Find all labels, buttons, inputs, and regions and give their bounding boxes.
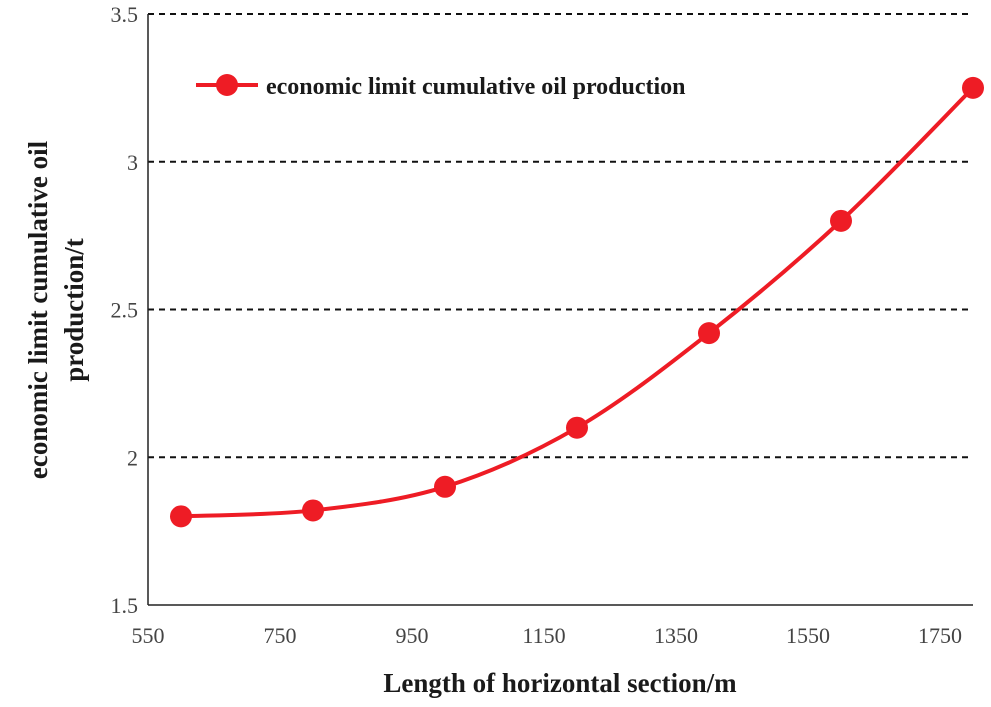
- data-point: [566, 416, 588, 439]
- y-tick-label: 3.5: [111, 2, 139, 27]
- y-axis-title-line-1: economic limit cumulative oil: [23, 140, 53, 479]
- data-point: [830, 209, 852, 232]
- y-axis-title-line-2: production/t: [59, 238, 89, 382]
- series-markers: [170, 76, 984, 528]
- x-tick-label: 1150: [522, 623, 565, 648]
- y-tick-labels: 1.5 2 2.5 3 3.5: [111, 2, 139, 618]
- x-tick-label: 950: [396, 623, 429, 648]
- x-axis-title: Length of horizontal section/m: [383, 668, 737, 698]
- data-point: [698, 322, 720, 345]
- legend-label: economic limit cumulative oil production: [266, 74, 686, 100]
- data-point: [434, 475, 456, 498]
- x-tick-label: 1750: [918, 623, 962, 648]
- data-point: [170, 505, 192, 528]
- series-line: [179, 85, 975, 519]
- legend-marker: [216, 74, 238, 96]
- y-tick-label: 2: [127, 445, 138, 470]
- y-axis-title: economic limit cumulative oil production…: [23, 140, 89, 479]
- data-point: [302, 499, 324, 522]
- x-tick-label: 1550: [786, 623, 830, 648]
- x-tick-label: 550: [132, 623, 165, 648]
- y-tick-label: 1.5: [111, 593, 139, 618]
- y-tick-label: 3: [127, 150, 138, 175]
- x-tick-label: 1350: [654, 623, 698, 648]
- legend: economic limit cumulative oil production: [196, 74, 686, 100]
- y-tick-label: 2.5: [111, 298, 139, 323]
- data-point: [962, 76, 984, 99]
- gridlines: [148, 13, 973, 459]
- x-tick-label: 750: [264, 623, 297, 648]
- x-tick-labels: 550 750 950 1150 1350 1550 1750: [132, 623, 963, 648]
